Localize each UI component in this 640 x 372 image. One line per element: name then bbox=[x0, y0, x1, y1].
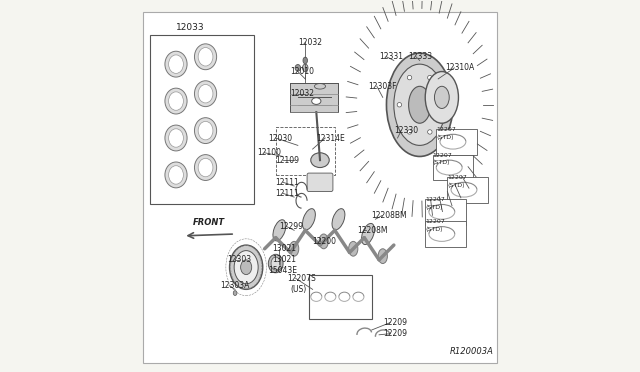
Text: 12010: 12010 bbox=[291, 67, 314, 76]
Bar bbox=[425, 199, 466, 225]
Bar bbox=[309, 275, 372, 319]
Ellipse shape bbox=[195, 81, 216, 107]
Ellipse shape bbox=[332, 209, 345, 230]
Bar bbox=[276, 127, 335, 175]
Ellipse shape bbox=[230, 245, 263, 289]
Ellipse shape bbox=[268, 254, 283, 273]
Ellipse shape bbox=[303, 64, 308, 71]
Text: 12303: 12303 bbox=[228, 255, 252, 264]
Text: 12331: 12331 bbox=[379, 52, 403, 61]
Text: 12207: 12207 bbox=[436, 127, 456, 132]
Text: 12303A: 12303A bbox=[220, 281, 250, 290]
Text: 12299: 12299 bbox=[280, 222, 303, 231]
Bar bbox=[433, 155, 473, 180]
Text: 13021: 13021 bbox=[272, 244, 296, 253]
Ellipse shape bbox=[435, 86, 449, 109]
Ellipse shape bbox=[312, 98, 321, 105]
Ellipse shape bbox=[195, 118, 216, 144]
Text: ⟨STD⟩: ⟨STD⟩ bbox=[425, 227, 443, 232]
Ellipse shape bbox=[314, 84, 326, 89]
Ellipse shape bbox=[271, 257, 280, 270]
Ellipse shape bbox=[378, 249, 387, 263]
Text: 12033: 12033 bbox=[176, 23, 205, 32]
Text: 12207: 12207 bbox=[425, 197, 445, 202]
Ellipse shape bbox=[394, 64, 445, 145]
Text: ⟨STD⟩: ⟨STD⟩ bbox=[425, 205, 443, 210]
Ellipse shape bbox=[408, 86, 431, 123]
Text: 12109: 12109 bbox=[276, 155, 300, 165]
Text: 12207S: 12207S bbox=[287, 274, 316, 283]
Ellipse shape bbox=[168, 166, 184, 184]
Text: 12032: 12032 bbox=[291, 89, 314, 98]
Ellipse shape bbox=[319, 234, 328, 249]
Text: ⟨STD⟩: ⟨STD⟩ bbox=[447, 182, 465, 187]
Bar bbox=[447, 177, 488, 203]
Text: 13021: 13021 bbox=[272, 255, 296, 264]
Ellipse shape bbox=[387, 53, 453, 157]
Ellipse shape bbox=[303, 57, 307, 64]
Ellipse shape bbox=[295, 64, 301, 71]
Text: 15043E: 15043E bbox=[268, 266, 298, 275]
Ellipse shape bbox=[168, 55, 184, 73]
Ellipse shape bbox=[165, 162, 187, 188]
Ellipse shape bbox=[233, 291, 237, 295]
Ellipse shape bbox=[165, 125, 187, 151]
Ellipse shape bbox=[234, 251, 258, 284]
Text: 12207: 12207 bbox=[425, 219, 445, 224]
Text: 12314E: 12314E bbox=[316, 134, 345, 142]
Ellipse shape bbox=[273, 220, 286, 241]
Text: R120003A: R120003A bbox=[450, 347, 493, 356]
Ellipse shape bbox=[198, 158, 213, 177]
Text: 12303F: 12303F bbox=[368, 82, 397, 91]
Ellipse shape bbox=[165, 88, 187, 114]
Text: 12111: 12111 bbox=[276, 189, 300, 198]
Ellipse shape bbox=[168, 129, 184, 147]
Ellipse shape bbox=[165, 51, 187, 77]
Text: 12330: 12330 bbox=[394, 126, 418, 135]
Ellipse shape bbox=[311, 153, 329, 167]
Ellipse shape bbox=[428, 130, 432, 134]
Ellipse shape bbox=[195, 44, 216, 70]
Text: 12209: 12209 bbox=[383, 329, 407, 338]
Text: 12208BM: 12208BM bbox=[372, 211, 407, 220]
Text: 12032: 12032 bbox=[298, 38, 322, 46]
Ellipse shape bbox=[428, 76, 432, 80]
Text: 12208M: 12208M bbox=[357, 226, 387, 235]
FancyBboxPatch shape bbox=[143, 13, 497, 363]
FancyBboxPatch shape bbox=[307, 173, 333, 192]
Text: 12100: 12100 bbox=[257, 148, 281, 157]
Text: FRONT: FRONT bbox=[193, 218, 225, 227]
Text: 12111: 12111 bbox=[276, 178, 300, 187]
Ellipse shape bbox=[198, 121, 213, 140]
Text: ⟨STD⟩: ⟨STD⟩ bbox=[433, 160, 450, 166]
Text: 12207: 12207 bbox=[447, 175, 467, 180]
Ellipse shape bbox=[425, 71, 458, 123]
Ellipse shape bbox=[198, 48, 213, 66]
Text: 12030: 12030 bbox=[268, 134, 292, 142]
Ellipse shape bbox=[241, 260, 252, 275]
Bar bbox=[436, 129, 477, 155]
Ellipse shape bbox=[407, 76, 412, 80]
Text: (US): (US) bbox=[291, 285, 307, 294]
Text: 12209: 12209 bbox=[383, 318, 407, 327]
Text: 12310A: 12310A bbox=[445, 63, 475, 72]
Text: 12200: 12200 bbox=[312, 237, 337, 246]
Text: 12333: 12333 bbox=[408, 52, 433, 61]
Ellipse shape bbox=[195, 155, 216, 180]
Text: ⟨STD⟩: ⟨STD⟩ bbox=[436, 134, 454, 140]
Ellipse shape bbox=[438, 103, 442, 107]
Bar bbox=[425, 221, 466, 247]
Ellipse shape bbox=[168, 92, 184, 110]
Ellipse shape bbox=[397, 103, 401, 107]
Text: 12207: 12207 bbox=[433, 153, 452, 158]
Polygon shape bbox=[291, 83, 339, 112]
Ellipse shape bbox=[349, 241, 358, 256]
Ellipse shape bbox=[362, 224, 374, 244]
Ellipse shape bbox=[303, 209, 316, 230]
Ellipse shape bbox=[289, 241, 299, 256]
Bar bbox=[150, 35, 253, 205]
Ellipse shape bbox=[407, 130, 412, 134]
Ellipse shape bbox=[198, 84, 213, 103]
